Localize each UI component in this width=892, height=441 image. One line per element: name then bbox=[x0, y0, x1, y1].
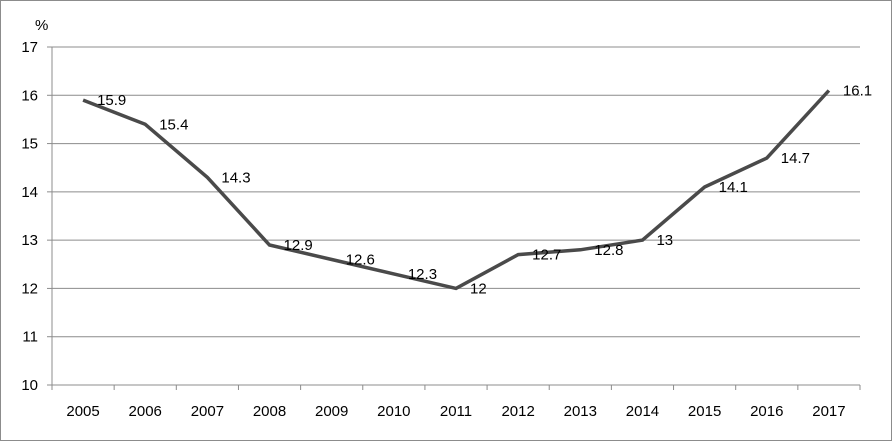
y-tick-label: 15 bbox=[21, 136, 38, 153]
data-label: 15.4 bbox=[159, 116, 188, 133]
y-tick-label: 12 bbox=[21, 280, 38, 297]
x-tick-label: 2014 bbox=[626, 403, 659, 420]
x-tick-label: 2007 bbox=[191, 403, 224, 420]
data-label: 13 bbox=[656, 232, 673, 249]
data-label: 15.9 bbox=[97, 92, 126, 109]
y-tick-label: 13 bbox=[21, 232, 38, 249]
y-tick-label: 11 bbox=[22, 329, 38, 346]
x-tick-label: 2012 bbox=[501, 403, 534, 420]
y-tick-label: 14 bbox=[21, 184, 38, 201]
gridlines bbox=[52, 46, 860, 338]
series-line-path bbox=[82, 89, 831, 291]
data-label: 12.3 bbox=[408, 266, 437, 283]
x-tick-label: 2015 bbox=[688, 403, 721, 420]
data-label: 12 bbox=[470, 280, 487, 297]
x-tick-label: 2010 bbox=[377, 403, 410, 420]
y-axis-unit-label: % bbox=[35, 17, 48, 34]
x-tick-label: 2008 bbox=[253, 403, 286, 420]
data-label: 12.8 bbox=[594, 242, 623, 259]
data-label: 14.3 bbox=[221, 169, 250, 186]
data-label: 12.9 bbox=[284, 237, 313, 254]
data-labels: 15.9 15.4 14.3 12.9 12.6 12.3 12 12.7 12.8 13 14.1… bbox=[97, 82, 872, 297]
y-tick-labels: 10 11 12 13 14 15 16 17 bbox=[21, 39, 38, 394]
data-label: 14.1 bbox=[719, 179, 748, 196]
x-tick-label: 2017 bbox=[812, 403, 845, 420]
x-tick-labels: 2005 2006 2007 2008 2009 2010 2011 2012 2013 2014… bbox=[66, 403, 845, 420]
data-label: 16.1 bbox=[843, 82, 872, 99]
y-tick-label: 16 bbox=[21, 87, 38, 104]
x-tick-label: 2005 bbox=[66, 403, 99, 420]
data-label: 12.7 bbox=[532, 247, 561, 264]
x-tick-label: 2016 bbox=[750, 403, 783, 420]
axes bbox=[47, 46, 861, 390]
x-tick-label: 2011 bbox=[440, 403, 472, 420]
x-tick-label: 2009 bbox=[315, 403, 348, 420]
data-label: 12.6 bbox=[346, 251, 375, 268]
y-tick-label: 17 bbox=[21, 39, 38, 56]
y-tick-label: 10 bbox=[21, 377, 38, 394]
x-tick-label: 2013 bbox=[564, 403, 597, 420]
x-tick-label: 2006 bbox=[129, 403, 162, 420]
series-line bbox=[82, 89, 831, 291]
data-label: 14.7 bbox=[781, 150, 810, 167]
